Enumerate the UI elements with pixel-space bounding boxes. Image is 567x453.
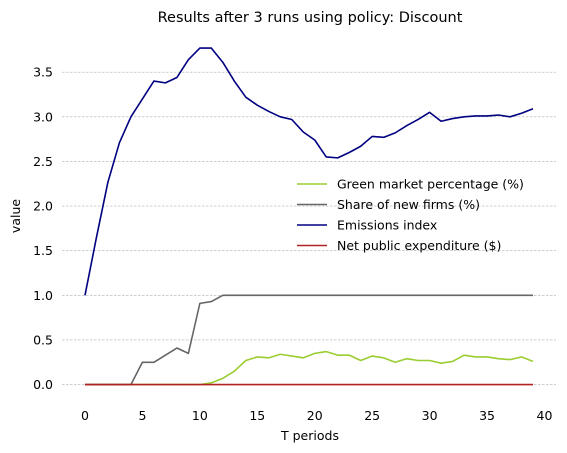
y-axis-ticks: 0.0 0.5 1.0 1.5 2.0 2.5 3.0 3.5 xyxy=(33,65,53,392)
x-tick-label: 40 xyxy=(537,408,553,423)
grid xyxy=(62,71,556,385)
x-axis-label: T periods xyxy=(280,428,339,443)
chart-title: Results after 3 runs using policy: Disco… xyxy=(158,10,463,26)
y-tick-label: 2.5 xyxy=(33,154,53,169)
x-tick-label: 15 xyxy=(249,408,265,423)
y-tick-label: 3.5 xyxy=(33,65,53,80)
y-tick-label: 2.0 xyxy=(33,199,53,214)
x-tick-label: 10 xyxy=(192,408,208,423)
x-tick-label: 35 xyxy=(479,408,495,423)
y-tick-label: 1.5 xyxy=(33,243,53,258)
x-tick-label: 5 xyxy=(138,408,146,423)
y-tick-label: 3.0 xyxy=(33,109,53,124)
legend: Green market percentage (%) Share of new … xyxy=(297,177,524,253)
legend-label: Net public expenditure ($) xyxy=(337,238,501,253)
series-line-1 xyxy=(84,294,534,386)
x-tick-label: 0 xyxy=(81,408,89,423)
legend-label: Green market percentage (%) xyxy=(337,177,524,192)
y-tick-label: 0.0 xyxy=(33,377,53,392)
series-line-0 xyxy=(84,350,534,386)
x-tick-label: 25 xyxy=(364,408,380,423)
x-tick-label: 20 xyxy=(307,408,323,423)
legend-label: Emissions index xyxy=(337,218,437,233)
y-tick-label: 0.5 xyxy=(33,332,53,347)
x-axis-ticks: 0 5 10 15 20 25 30 35 40 xyxy=(81,408,553,423)
legend-label: Share of new firms (%) xyxy=(337,197,480,212)
y-tick-label: 1.0 xyxy=(33,288,53,303)
series-line-2 xyxy=(84,47,534,296)
x-tick-label: 30 xyxy=(422,408,438,423)
series-layer xyxy=(84,47,534,386)
y-axis-label: value xyxy=(8,199,23,233)
